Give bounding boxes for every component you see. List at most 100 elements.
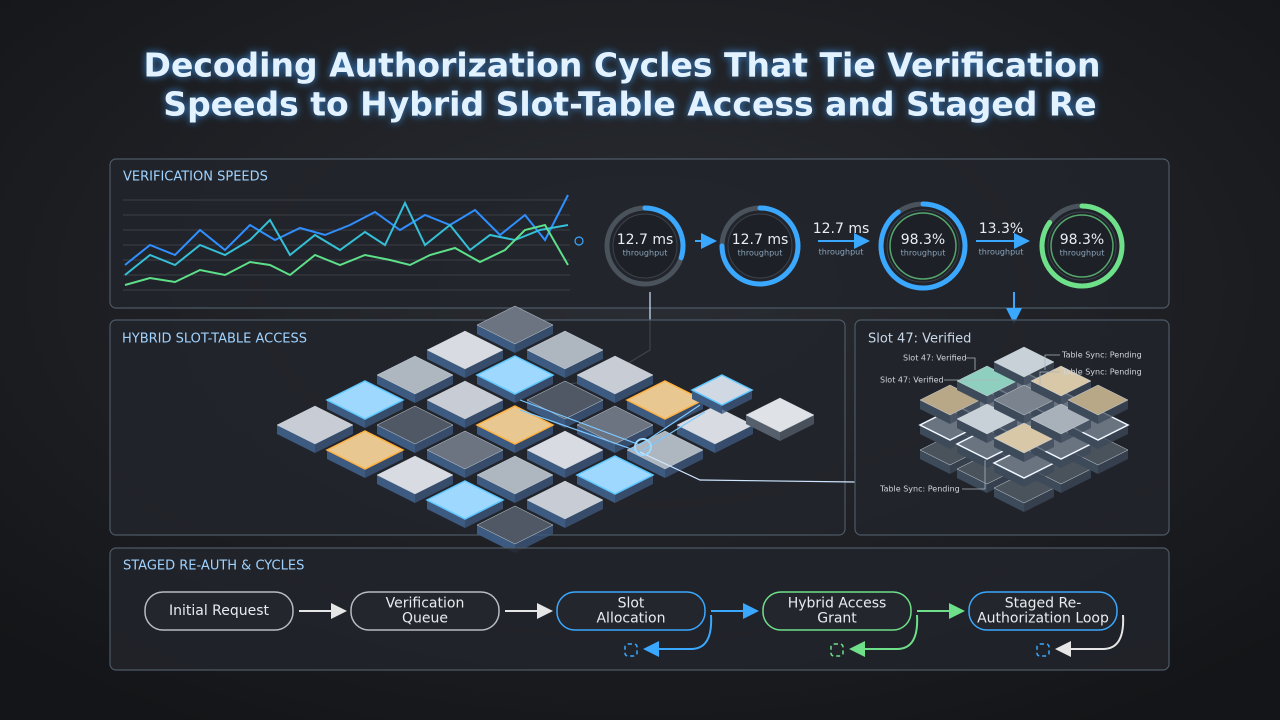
- gauge-value: 98.3%: [1060, 232, 1104, 248]
- tile-side: [377, 375, 415, 403]
- tile-side: [527, 450, 565, 478]
- tile-side: [477, 475, 515, 503]
- step-label: Verification: [386, 596, 465, 612]
- step-label: Allocation: [596, 611, 665, 627]
- tile-top: [575, 455, 655, 495]
- tile-side: [415, 375, 453, 403]
- tile-top: [276, 405, 354, 445]
- tile-top: [625, 380, 705, 420]
- tile-side: [615, 375, 653, 403]
- tile-side: [957, 469, 987, 493]
- tile-top: [526, 480, 604, 520]
- tile-side: [415, 475, 453, 503]
- tile-side: [665, 400, 703, 428]
- tile-top: [426, 330, 504, 370]
- gauge-caption: throughput: [901, 249, 946, 258]
- tile-top: [475, 355, 555, 395]
- tile-top: [993, 346, 1055, 378]
- arrow-value: 13.3%: [979, 221, 1023, 237]
- tile-side: [746, 415, 780, 441]
- callout-line: [1044, 354, 1060, 370]
- callout: Slot 47: Verified: [880, 376, 944, 385]
- callout: Table Sync: Pending: [1061, 351, 1142, 360]
- step-box: [968, 591, 1118, 631]
- step-label: Slot: [618, 596, 645, 612]
- step-label: Hybrid Access: [788, 596, 887, 612]
- tile-side: [277, 425, 315, 453]
- arrow-caption: throughput: [819, 248, 864, 257]
- tile-side: [987, 419, 1017, 443]
- loop-icon: [830, 643, 844, 657]
- tile-side: [780, 415, 814, 441]
- tile-side: [427, 500, 465, 528]
- stream: [519, 399, 701, 446]
- gauge-arc: [1039, 203, 1125, 289]
- loop-arrow: [849, 614, 919, 657]
- tile-side: [994, 488, 1024, 512]
- chart-line: [124, 194, 569, 266]
- stream: [639, 451, 856, 483]
- slot-grid: [276, 305, 815, 553]
- callout: Table Sync: Pending: [1061, 368, 1142, 377]
- tile-top: [690, 374, 754, 406]
- step-box: [556, 591, 706, 631]
- tile-side: [627, 450, 665, 478]
- tile-top: [526, 430, 604, 470]
- step-label: Initial Request: [169, 603, 270, 619]
- tile-side: [1098, 450, 1128, 474]
- tile-side: [957, 419, 987, 443]
- step-label: Staged Re-: [1005, 596, 1082, 612]
- tile-side: [565, 500, 603, 528]
- tile-side: [515, 525, 553, 553]
- step-label: Grant: [817, 611, 857, 627]
- gauge-caption: throughput: [623, 249, 668, 258]
- gauge-face: [886, 209, 960, 283]
- tile-top: [376, 405, 454, 445]
- tile-top: [425, 480, 505, 520]
- tile-side: [577, 475, 615, 503]
- tile-side: [1024, 438, 1054, 462]
- tile-side: [1024, 488, 1054, 512]
- tile-top: [576, 405, 654, 445]
- tile-side: [527, 500, 565, 528]
- tile-side: [315, 425, 353, 453]
- step-box: [350, 591, 500, 631]
- tile-side: [1068, 400, 1098, 424]
- tile-top: [325, 430, 405, 470]
- tile-side: [377, 475, 415, 503]
- tile-side: [920, 400, 950, 424]
- tile-side: [1024, 400, 1054, 424]
- tile-side: [527, 400, 565, 428]
- gauge-inner: [1050, 214, 1114, 278]
- panel-label: Slot 47: Verified: [868, 332, 971, 347]
- tile-side: [365, 400, 403, 428]
- tile-top: [376, 355, 454, 395]
- tile-side: [1098, 425, 1128, 449]
- gauge-inner: [889, 212, 957, 280]
- tile-side: [1024, 362, 1054, 386]
- callout-line: [966, 357, 976, 370]
- tile-top: [376, 455, 454, 495]
- tile-top: [1030, 365, 1092, 397]
- loop-icon: [624, 643, 638, 657]
- gauge-face: [1047, 211, 1117, 281]
- speed-chart: [123, 194, 584, 291]
- chart-line: [124, 200, 569, 276]
- tile-side: [465, 350, 503, 378]
- tile-side: [577, 425, 615, 453]
- tile-side: [427, 400, 465, 428]
- tile-side: [1061, 444, 1091, 468]
- tile-side: [477, 525, 515, 553]
- panel-label: STAGED RE-AUTH & CYCLES: [123, 559, 304, 574]
- tile-side: [957, 444, 987, 468]
- tile-side: [627, 400, 665, 428]
- tile-side: [1031, 419, 1061, 443]
- gauge-caption: throughput: [738, 249, 783, 258]
- title: Decoding Authorization Cycles That Tie V…: [144, 46, 1101, 124]
- tile-top: [476, 305, 554, 345]
- tile-top: [745, 397, 815, 433]
- tile-side: [994, 438, 1024, 462]
- tile-side: [950, 400, 980, 424]
